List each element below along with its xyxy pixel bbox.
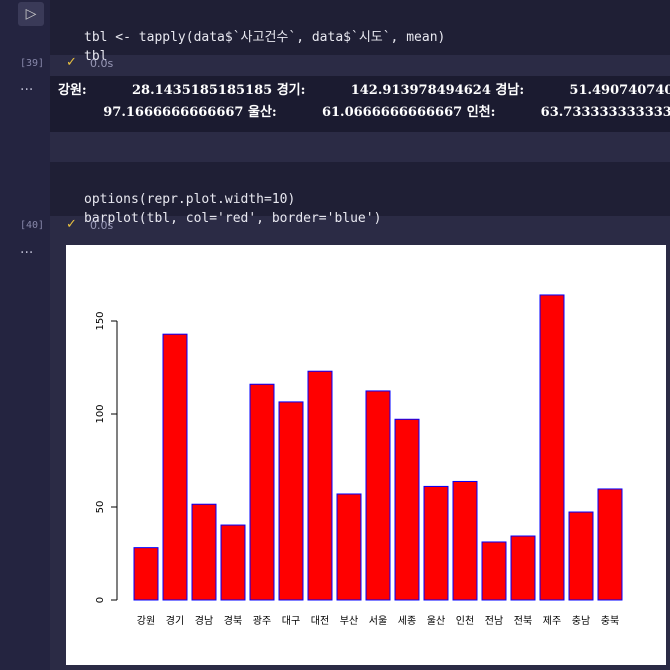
bar [162, 333, 188, 601]
code-line: tbl <- tapply(data$`사고건수`, data$`시도`, me… [84, 30, 446, 45]
bar [568, 511, 594, 601]
bar [133, 547, 159, 601]
x-tick-label: 부산 [340, 615, 358, 627]
bar [539, 294, 565, 601]
exec-time: 0.0s [90, 219, 114, 232]
exec-count: [39] [20, 58, 45, 69]
x-tick-label: 광주 [253, 615, 271, 627]
code-cell[interactable]: options(repr.plot.width=10) barplot(tbl, … [50, 162, 670, 226]
exec-time: 0.0s [90, 57, 114, 70]
code-line: tbl [84, 49, 108, 64]
check-icon: ✓ [66, 55, 77, 70]
output: 강원: 28.1435185185185 경기: 142.91397849462… [50, 76, 670, 132]
x-tick-label: 세종 [398, 615, 416, 627]
bar [307, 370, 333, 601]
bar [278, 401, 304, 601]
y-tick-label: 150 [95, 311, 106, 330]
output-line: 강원: 28.1435185185185 경기: 142.91397849462… [58, 83, 670, 98]
bar [220, 524, 246, 601]
x-tick-label: 강원 [137, 615, 155, 627]
chart: 0 50 100 150 강원 경기 경남 경북 광주 대구 대전 부산 서울 세종 울산 인천 전남 전북 제주 충… [66, 245, 666, 665]
bar [481, 541, 507, 601]
x-tick-label: 충북 [601, 615, 619, 627]
bar [191, 503, 217, 601]
code-line: options(repr.plot.width=10) [84, 192, 296, 207]
output-menu[interactable]: ··· [20, 245, 34, 261]
x-tick-label: 제주 [543, 615, 561, 627]
bar [510, 535, 536, 601]
x-tick-label: 대전 [311, 615, 329, 627]
x-tick-label: 울산 [427, 615, 445, 627]
output-line: 97.1666666666667 울산: 61.0666666666667 인천… [58, 105, 670, 120]
code-cell[interactable]: tbl <- tapply(data$`사고건수`, data$`시도`, me… [50, 0, 670, 64]
x-tick-label: 경북 [224, 614, 242, 627]
code-line: barplot(tbl, col='red', border='blue') [84, 211, 382, 226]
bar [597, 488, 623, 601]
bar [336, 493, 362, 601]
x-tick-label: 충남 [572, 615, 590, 627]
x-tick-label: 경기 [166, 614, 184, 627]
sidebar [0, 0, 50, 670]
y-tick-label: 50 [95, 501, 106, 514]
y-tick-label: 100 [95, 404, 106, 423]
run-button[interactable]: ▷ [18, 2, 44, 26]
bar [452, 480, 478, 601]
bar [249, 383, 275, 601]
bar [394, 418, 420, 601]
x-tick-label: 서울 [369, 615, 387, 627]
bar [423, 485, 449, 601]
bar [365, 390, 391, 601]
exec-count: [40] [20, 220, 45, 231]
output-menu[interactable]: ··· [20, 82, 34, 98]
check-icon: ✓ [66, 217, 77, 232]
x-tick-label: 전남 [485, 615, 503, 627]
x-tick-label: 인천 [456, 615, 474, 627]
y-tick-label: 0 [95, 597, 106, 603]
x-tick-label: 전북 [514, 615, 532, 627]
x-tick-label: 대구 [282, 615, 300, 627]
x-tick-label: 경남 [195, 614, 213, 627]
